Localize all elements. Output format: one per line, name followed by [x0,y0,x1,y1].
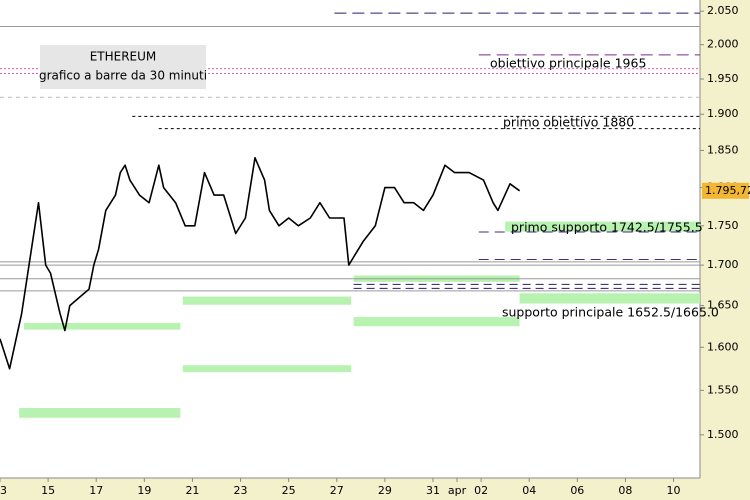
annotations: obiettivo principale 1965 primo obiettivo… [490,56,719,320]
y-tick-label: 1.900 [707,107,739,120]
x-tick-label: 10 [667,484,681,497]
last-price-label: 1.795,72 [705,184,750,197]
x-tick-label: 04 [522,484,536,497]
y-tick-label: 2.000 [707,38,739,51]
level-annotation: primo obiettivo 1880 [503,115,634,130]
x-tick-label: 02 [474,484,488,497]
x-tick-label: 25 [282,484,296,497]
chart-title: ETHEREUM [90,50,157,64]
level-annotation: supporto principale 1652.5/1665.0 [502,305,719,320]
y-tick-label: 1.950 [707,72,739,85]
series [0,157,521,370]
chart-subtitle: grafico a barre da 30 minuti [39,69,207,83]
x-tick-label: 13 [0,484,7,497]
y-tick-label: 2.050 [707,4,739,17]
y-tick-label: 1.850 [707,143,739,156]
x-tick-label: 17 [89,484,103,497]
y-tick-label: 1.750 [707,219,739,232]
y-tick-label: 1.700 [707,258,739,271]
support-zone [353,317,520,327]
y-tick-label: 1.600 [707,340,739,353]
x-tick-label: apr [448,484,467,497]
x-tick-label: 15 [41,484,55,497]
last-price-marker [702,182,749,199]
support-zone [519,293,700,304]
axes: 1.5001.5501.6001.6501.7001.7501.8001.850… [0,4,750,497]
x-tick-label: 06 [570,484,584,497]
x-tick-label: 23 [234,484,248,497]
y-tick-label: 1.650 [707,299,739,312]
x-tick-label: 29 [378,484,392,497]
y-tick-label: 1.500 [707,428,739,441]
support-zone [24,322,181,330]
x-tick-label: 21 [185,484,199,497]
x-tick-label: 27 [330,484,344,497]
x-tick-label: 08 [618,484,632,497]
level-annotation: primo supporto 1742.5/1755.5 [511,220,703,235]
y-axis-strip [700,0,750,500]
y-tick-label: 1.550 [707,383,739,396]
price-line [0,157,521,370]
x-axis-strip [0,478,750,500]
support-zone [182,365,352,373]
support-zone [182,296,352,305]
level-annotation: obiettivo principale 1965 [490,56,646,71]
x-tick-label: 31 [426,484,440,497]
title-box [40,45,206,89]
x-tick-label: 19 [137,484,151,497]
support-zone [505,221,700,232]
support-zone [19,407,181,418]
